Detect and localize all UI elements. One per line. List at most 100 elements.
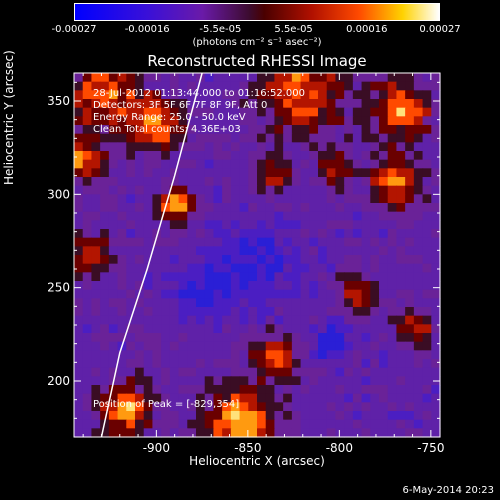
heatmap-cell	[143, 81, 154, 91]
colorbar-tick-label: 5.5e-05	[274, 24, 313, 35]
heatmap-cell	[143, 133, 154, 143]
heatmap-cell	[257, 333, 267, 343]
heatmap-cell	[126, 90, 136, 100]
heatmap-cell	[169, 376, 180, 386]
heatmap-cell	[413, 341, 424, 351]
heatmap-cell	[352, 298, 363, 308]
y-tick-label: 300	[47, 187, 70, 201]
heatmap-cell	[91, 229, 101, 239]
heatmap-cell	[431, 402, 441, 412]
heatmap-cell	[352, 281, 363, 291]
heatmap-cell	[143, 255, 154, 265]
heatmap-cell	[283, 359, 293, 369]
heatmap-cell	[300, 168, 310, 178]
heatmap-cell	[143, 99, 154, 109]
heatmap-cell	[387, 341, 398, 351]
heatmap-cell	[108, 73, 119, 83]
heatmap-cell	[300, 177, 310, 187]
heatmap-cell	[326, 428, 337, 438]
heatmap-cell	[274, 333, 284, 343]
x-tick-label: -800	[326, 441, 353, 455]
heatmap-cell	[222, 263, 232, 273]
heatmap-cell	[335, 289, 345, 299]
heatmap-cell	[309, 333, 319, 343]
heatmap-cell	[387, 185, 398, 195]
heatmap-cell	[422, 376, 432, 386]
heatmap-cell	[169, 133, 180, 143]
heatmap-cell	[257, 367, 267, 377]
heatmap-cell	[335, 307, 345, 317]
heatmap-cell	[422, 385, 432, 395]
heatmap-cell	[379, 333, 389, 343]
heatmap-cell	[309, 411, 319, 421]
heatmap-cell	[326, 229, 337, 239]
heatmap-cell	[405, 411, 415, 421]
heatmap-cell	[431, 151, 441, 161]
heatmap-cell	[239, 220, 249, 230]
heatmap-cell	[379, 90, 389, 100]
heatmap-cell	[387, 99, 398, 109]
heatmap-cell	[74, 133, 84, 143]
heatmap-cell	[257, 393, 267, 403]
heatmap-cell	[230, 333, 241, 343]
heatmap-cell	[396, 281, 406, 291]
heatmap-cell	[143, 237, 154, 247]
heatmap-cell	[309, 211, 319, 221]
heatmap-cell	[143, 428, 154, 438]
heatmap-cell	[108, 159, 119, 169]
heatmap-cell	[248, 99, 258, 109]
heatmap-cell	[387, 385, 398, 395]
heatmap-cell	[265, 333, 276, 343]
heatmap-cell	[108, 185, 119, 195]
heatmap-cell	[91, 385, 101, 395]
heatmap-cell	[431, 324, 441, 334]
heatmap-cell	[326, 419, 337, 429]
heatmap-cell	[239, 385, 249, 395]
heatmap-cell	[370, 246, 380, 256]
heatmap-cell	[291, 246, 302, 256]
heatmap-cell	[196, 229, 206, 239]
heatmap-cell	[178, 151, 188, 161]
heatmap-cell	[326, 99, 337, 109]
heatmap-cell	[204, 315, 215, 325]
heatmap-cell	[335, 350, 345, 360]
heatmap-cell	[318, 229, 328, 239]
heatmap-cell	[143, 359, 154, 369]
heatmap-cell	[291, 385, 302, 395]
heatmap-cell	[283, 350, 293, 360]
heatmap-cell	[283, 246, 293, 256]
heatmap-cell	[152, 307, 162, 317]
heatmap-cell	[213, 203, 223, 213]
heatmap-cell	[265, 159, 276, 169]
heatmap-cell	[431, 107, 441, 117]
heatmap-cell	[413, 289, 424, 299]
heatmap-cell	[126, 428, 136, 438]
heatmap-cell	[117, 324, 127, 334]
heatmap-cell	[196, 307, 206, 317]
heatmap-cell	[161, 90, 171, 100]
heatmap-cell	[361, 73, 371, 83]
heatmap-cell	[230, 237, 241, 247]
heatmap-cell	[361, 419, 371, 429]
heatmap-cell	[413, 385, 424, 395]
heatmap-cell	[344, 385, 354, 395]
heatmap-cell	[300, 255, 310, 265]
heatmap-cell	[161, 255, 171, 265]
heatmap-cell	[387, 220, 398, 230]
heatmap-cell	[222, 367, 232, 377]
heatmap-cell	[91, 142, 101, 152]
heatmap-cell	[204, 168, 215, 178]
heatmap-cell	[422, 298, 432, 308]
heatmap-cell	[396, 324, 406, 334]
heatmap-cell	[361, 116, 371, 126]
heatmap-cell	[143, 402, 154, 412]
heatmap-cell	[379, 99, 389, 109]
heatmap-cell	[82, 81, 93, 91]
heatmap-cell	[379, 107, 389, 117]
heatmap-cell	[91, 359, 101, 369]
heatmap-cell	[108, 272, 119, 282]
heatmap-cell	[431, 272, 441, 282]
heatmap-cell	[265, 411, 276, 421]
heatmap-cell	[326, 315, 337, 325]
heatmap-cell	[213, 116, 223, 126]
